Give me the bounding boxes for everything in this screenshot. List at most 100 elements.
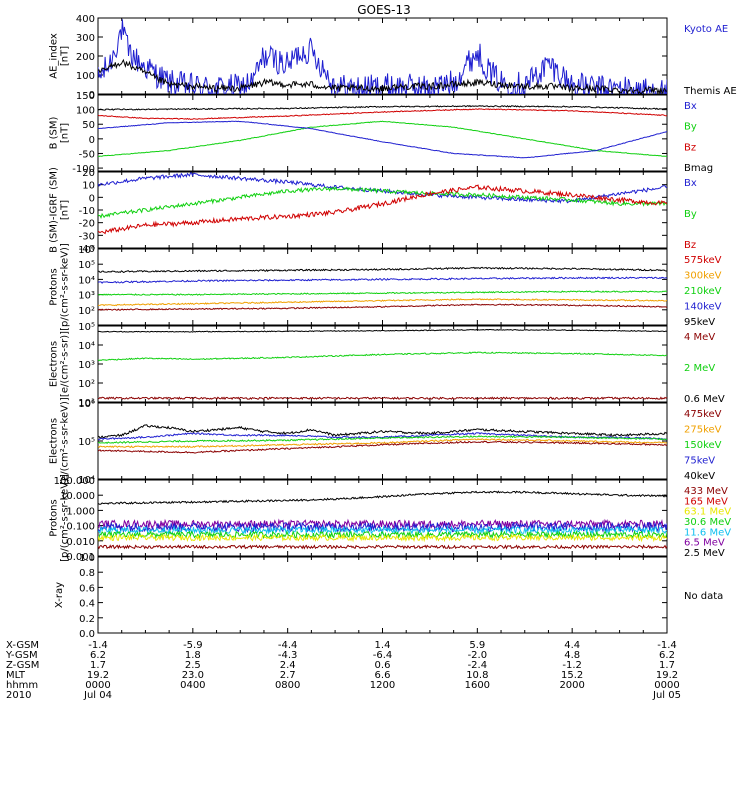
time-cell: -5.9 (183, 640, 203, 651)
series-line-210kev (98, 290, 667, 296)
y-tick-label: 400 (76, 14, 95, 25)
time-cell: 4.8 (564, 650, 580, 661)
legend-entry: 30.6 MeV (684, 517, 731, 528)
y-axis-label: Electrons (49, 341, 60, 387)
y-tick-label: 200 (76, 52, 95, 63)
legend-entry: Themis AE (683, 86, 737, 97)
y-axis-label: [nT] (60, 46, 71, 66)
legend-entry: 0.6 MeV (684, 394, 725, 405)
time-cell: 19.2 (656, 670, 678, 681)
series-line-bz (98, 108, 667, 120)
time-cell: 1.8 (185, 650, 201, 661)
legend-entry: By (684, 122, 697, 133)
y-tick-label: 10⁵ (78, 437, 95, 448)
y-tick-label: 0 (89, 135, 95, 146)
series-line-bz (98, 184, 667, 235)
y-tick-label: 0.4 (79, 599, 95, 610)
panel-6: 10⁶ 10⁵ 10⁴ Electrons [e/(cm²-s-sr-keV)] 475k… (49, 397, 722, 486)
y-tick-label: 10⁴ (78, 341, 95, 352)
legend-entry: 63.1 MeV (684, 507, 731, 518)
y-tick-label: -50 (79, 149, 95, 160)
y-tick-label: -10 (79, 206, 95, 217)
time-row-label: MLT (6, 670, 26, 681)
time-cell: 15.2 (561, 670, 583, 681)
y-tick-label: 0.2 (79, 614, 95, 625)
y-tick-label: 1.0 (79, 553, 95, 564)
series-line-165-mev (98, 533, 667, 543)
time-cell: 0.6 (375, 660, 391, 671)
time-cell: 2.4 (280, 660, 296, 671)
y-tick-label: 10³ (78, 291, 95, 302)
series-line-275kev (98, 438, 667, 449)
panel-frame (97, 325, 668, 403)
y-axis-label: Protons (49, 268, 60, 305)
time-row-label: Z-GSM (6, 660, 39, 671)
legend-entry: 2 MeV (684, 363, 715, 374)
y-tick-label: 0.100 (66, 522, 95, 533)
time-cell: 10.8 (466, 670, 488, 681)
y-axis-label: X-ray (54, 582, 65, 608)
legend-entry: 210keV (684, 286, 722, 297)
time-cell: 19.2 (87, 670, 109, 681)
time-cell: 5.9 (469, 640, 485, 651)
y-axis-label: [nT] (60, 123, 71, 143)
time-cell: 1.7 (659, 660, 675, 671)
time-row-label: 2010 (6, 690, 31, 701)
series-line-2.5-mev (98, 490, 667, 505)
y-axis-label: [nT] (60, 200, 71, 220)
time-cell: -1.4 (657, 640, 677, 651)
time-cell: 2000 (559, 680, 584, 691)
series-line-6.5-mev (98, 518, 667, 530)
figure-title: GOES-13 (357, 3, 411, 17)
y-tick-label: 1.000 (66, 506, 95, 517)
legend-entry: Bmag (684, 163, 713, 174)
legend-entry: 11.6 MeV (684, 527, 731, 538)
y-tick-label: -20 (79, 219, 95, 230)
time-cell: 4.4 (564, 640, 580, 651)
legend-entry: 433 MeV (684, 486, 728, 497)
time-cell: Jul 05 (652, 690, 681, 701)
series-line-bmag (98, 104, 667, 111)
time-cell: 0400 (180, 680, 205, 691)
y-axis-label: AE_index (49, 33, 60, 79)
legend-entry: 75keV (684, 456, 715, 467)
legend-entry: 475keV (684, 409, 722, 420)
y-tick-label: 10³ (78, 360, 95, 371)
series-line-575kev (98, 303, 667, 311)
y-axis-label: B (SM) (49, 116, 60, 149)
legend-entry: 275keV (684, 425, 722, 436)
y-tick-label: 100 (76, 71, 95, 82)
time-cell: 6.6 (375, 670, 391, 681)
y-axis-label: Protons (49, 499, 60, 536)
time-cell: -4.3 (278, 650, 298, 661)
y-tick-label: 0.8 (79, 568, 95, 579)
y-tick-label: 10⁴ (78, 475, 95, 486)
time-cell: 0000 (85, 680, 110, 691)
legend-entry: Bz (684, 240, 696, 251)
time-cell: -1.2 (562, 660, 582, 671)
series-line-475kev (98, 440, 667, 454)
y-tick-label: 10 (82, 181, 95, 192)
series-line-kyoto-ae (98, 19, 667, 94)
series-line-63.1-mev (98, 529, 667, 540)
time-cell: 1.4 (375, 640, 391, 651)
y-tick-label: 0.001 (66, 552, 95, 563)
series-line-95kev (98, 266, 667, 273)
time-cell: 23.0 (182, 670, 204, 681)
time-cell: -4.4 (278, 640, 298, 651)
legend-entry: 150keV (684, 440, 722, 451)
legend-entry: Kyoto AE (684, 24, 728, 35)
y-axis-label: B (SM)-IGRF (SM) (49, 167, 60, 253)
time-cell: 6.2 (90, 650, 106, 661)
panel-3: 20 100 -10 -20-30 -40 B (SM)-IGRF (SM) [nT] Bx B… (49, 167, 697, 255)
panel-2: 150 100 50 0 -50 -100 B (SM) [nT] Bx By Bz Bmag (49, 91, 714, 175)
series-line-140kev (98, 276, 667, 284)
y-tick-label: -40 (79, 244, 95, 255)
time-row-label: X-GSM (6, 640, 39, 651)
legend-entry: Bx (684, 101, 697, 112)
y-axis-label: Electrons (49, 418, 60, 464)
time-cell: -6.4 (373, 650, 393, 661)
y-tick-label: 10⁵ (78, 322, 95, 333)
time-cell: 1.7 (90, 660, 106, 671)
